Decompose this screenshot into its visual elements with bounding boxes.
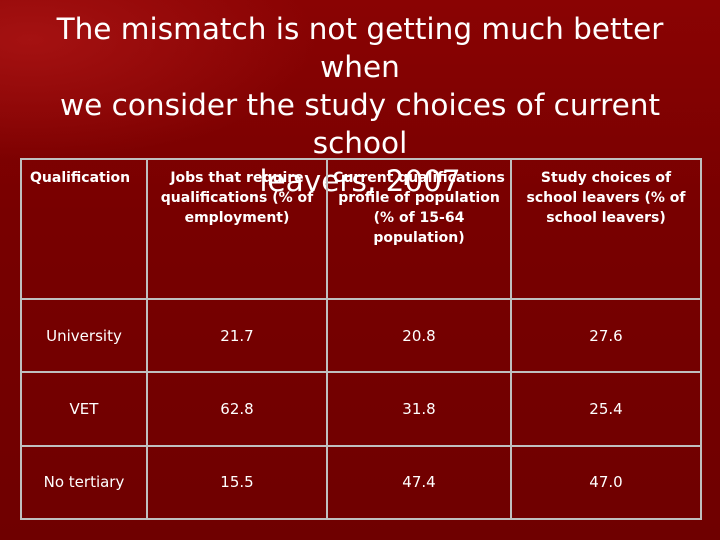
header-jobs-requiring-qualifications: Jobs that require qualifications (% of e… [147, 159, 327, 299]
cell-university-study-choices: 27.6 [511, 299, 701, 373]
title-line-2: we consider the study choices of current… [59, 88, 661, 160]
cell-university-jobs: 21.7 [147, 299, 327, 373]
cell-no-tertiary-jobs: 15.5 [147, 445, 327, 519]
header-current-qualifications-profile: Current qualifications profile of popula… [327, 159, 511, 299]
cell-vet-current: 31.8 [327, 372, 511, 446]
header-qualification: Qualification [21, 159, 147, 299]
row-label-university: University [21, 299, 147, 373]
table-row-no-tertiary: No tertiary 15.5 47.4 47.0 [21, 445, 701, 519]
slide-title: The mismatch is not getting much better … [20, 10, 700, 200]
cell-vet-jobs: 62.8 [147, 372, 327, 446]
cell-vet-study-choices: 25.4 [511, 372, 701, 446]
row-label-vet: VET [21, 372, 147, 446]
cell-no-tertiary-study-choices: 47.0 [511, 445, 701, 519]
title-line-1: The mismatch is not getting much better … [56, 12, 664, 84]
cell-no-tertiary-current: 47.4 [327, 445, 511, 519]
row-label-no-tertiary: No tertiary [21, 445, 147, 519]
table-row-vet: VET 62.8 31.8 25.4 [21, 372, 701, 446]
table-row-university: University 21.7 20.8 27.6 [21, 299, 701, 373]
title-line-3: leavers, 2007 [259, 164, 461, 198]
header-study-choices: Study choices of school leavers (% of sc… [511, 159, 701, 299]
table-container: Qualification Jobs that require qualific… [20, 158, 702, 520]
table-header-row: Qualification Jobs that require qualific… [21, 159, 701, 299]
cell-university-current: 20.8 [327, 299, 511, 373]
qualification-table: Qualification Jobs that require qualific… [20, 158, 702, 520]
